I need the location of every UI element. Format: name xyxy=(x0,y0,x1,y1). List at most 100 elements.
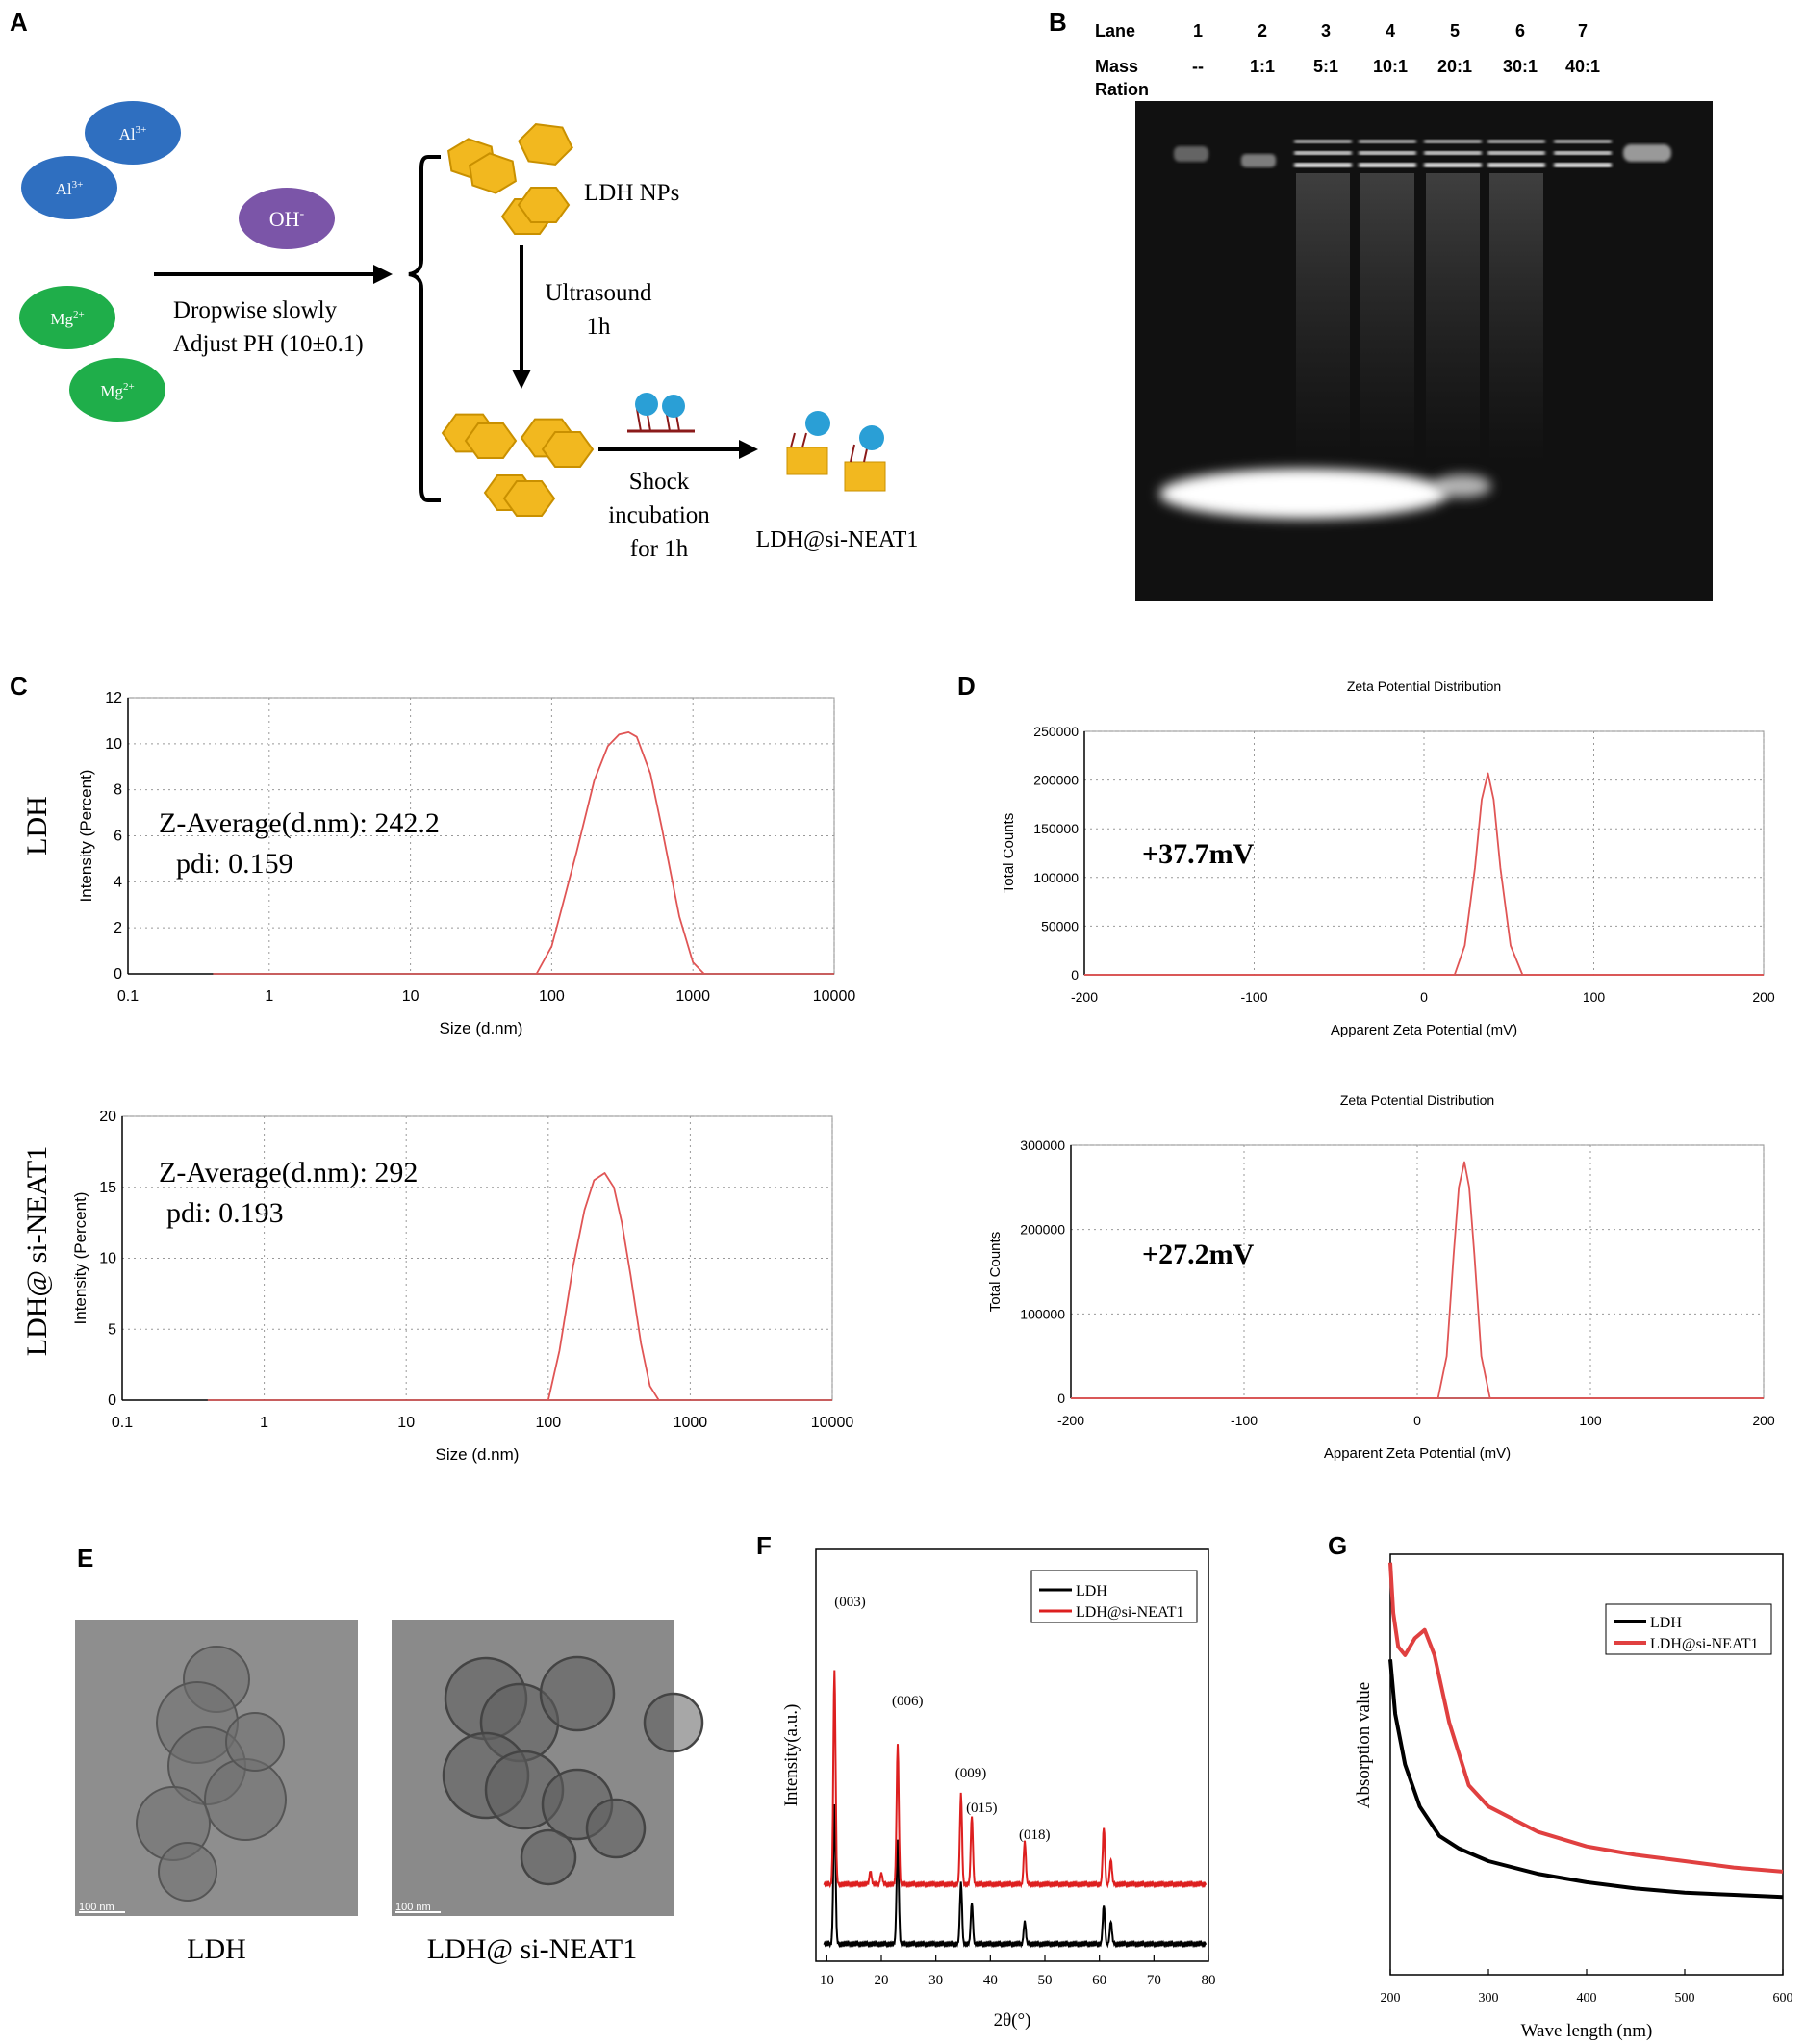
shock-text-1: Shock xyxy=(629,469,690,495)
legend-box xyxy=(1605,1603,1772,1655)
mg-ion-2 xyxy=(69,358,165,422)
lane-ratio: 20:1 xyxy=(1437,57,1472,76)
y-tick-label: 250000 xyxy=(1033,724,1079,739)
x-axis-label: Size (d.nm) xyxy=(436,1445,520,1464)
gel-smear xyxy=(1426,173,1480,462)
x-tick-label: 0 xyxy=(1413,1413,1421,1428)
d-top-annot: +37.7mV xyxy=(1142,838,1255,870)
x-tick-label: 200 xyxy=(1381,1991,1401,2006)
step1-text-2: Adjust PH (10±0.1) xyxy=(173,331,364,357)
gel-well xyxy=(1174,146,1208,162)
x-tick-label: 400 xyxy=(1577,1991,1597,2006)
panel-letter-g: G xyxy=(1328,1531,1347,1560)
lane-number: 6 xyxy=(1515,21,1525,40)
lane-number: 2 xyxy=(1258,21,1267,40)
y-axis-label: Total Counts xyxy=(1001,813,1017,893)
series-line xyxy=(535,731,705,975)
bracket xyxy=(408,155,441,502)
ldh-hexagon xyxy=(518,123,573,166)
y-axis-label: Total Counts xyxy=(987,1232,1004,1312)
gel-band xyxy=(1487,140,1545,143)
panel-d: D -200 -100 0 100 20005000010000015000020000… xyxy=(957,672,1775,1462)
y-axis-label: Absorption value xyxy=(1354,1682,1374,1808)
x-tick-label: 100 xyxy=(539,988,565,1005)
y-tick-label: 2 xyxy=(114,920,122,936)
panel-letter-c: C xyxy=(10,672,28,701)
tem-particles-ldh-sirna xyxy=(442,1655,704,1886)
x-axis-label: Wave length (nm) xyxy=(1521,2021,1653,2041)
ultrasound-text-2: 1h xyxy=(587,314,612,340)
c-side-label-top: LDH xyxy=(21,796,53,856)
lane-number: 5 xyxy=(1450,21,1460,40)
gel-band xyxy=(1424,163,1482,167)
x-tick-label: 10 xyxy=(397,1415,415,1431)
y-tick-label: 100000 xyxy=(1020,1306,1065,1321)
uv-series-0 xyxy=(1388,1659,1784,1900)
gel-smear xyxy=(1296,173,1350,462)
oh-ion-label: OH- xyxy=(269,207,305,231)
free-sirna-band xyxy=(1159,469,1448,519)
al-ion-1-label: Al3+ xyxy=(119,124,147,143)
x-tick-label: 20 xyxy=(875,1973,889,1988)
gel-band xyxy=(1554,163,1612,167)
lane-number: 7 xyxy=(1578,21,1588,40)
y-tick-label: 10 xyxy=(105,736,122,753)
y-tick-label: 200000 xyxy=(1033,773,1079,788)
gel-band xyxy=(1359,151,1416,155)
x-tick-label: 1 xyxy=(260,1415,268,1431)
x-axis-label: 2θ(°) xyxy=(994,2010,1031,2031)
x-tick-label: 1 xyxy=(265,988,273,1005)
c-top-annot-1: Z-Average(d.nm): 242.2 xyxy=(159,807,440,839)
step1-text-1: Dropwise slowly xyxy=(173,297,338,323)
chart-c-bottom: 0.1 1 10 100 1000 10000 0 5 10 15 20 Size (d.nm) Int… xyxy=(71,1109,853,1464)
ldh-hexagon xyxy=(517,187,571,223)
lane-numbers: 1 2 3 4 5 6 7 -- 1:1 5:1 10:1 20:1 30:1 40:1 xyxy=(1192,21,1600,76)
reaction-arrow-head xyxy=(373,265,393,284)
x-tick-label: 10 xyxy=(402,988,419,1005)
gel-band xyxy=(1487,163,1545,167)
y-tick-label: 300000 xyxy=(1020,1137,1065,1153)
y-axis-label: Intensity (Percent) xyxy=(77,770,95,903)
panel-letter-a: A xyxy=(10,8,28,37)
y-tick-label: 0 xyxy=(114,966,122,983)
series-line xyxy=(1071,1161,1764,1399)
y-tick-label: 8 xyxy=(114,782,122,799)
y-tick-label: 50000 xyxy=(1041,918,1079,933)
x-tick-label: 300 xyxy=(1479,1991,1499,2006)
x-tick-label: 1000 xyxy=(675,988,710,1005)
uv-series-1 xyxy=(1388,1562,1784,1874)
x-tick-label: -100 xyxy=(1240,989,1267,1005)
ldh-hexagon xyxy=(464,422,518,459)
x-axis-label: Apparent Zeta Potential (mV) xyxy=(1331,1022,1517,1038)
lane-number: 3 xyxy=(1321,21,1331,40)
y-tick-label: 0 xyxy=(1057,1391,1065,1406)
x-tick-label: 100 xyxy=(535,1415,561,1431)
panel-g: G 200 300 400 500 600 Wave length (nm) Absorpt… xyxy=(1328,1531,1793,2041)
panel-letter-b: B xyxy=(1049,8,1067,37)
panel-f: F 10 20 30 40 50 60 70 80 2θ(°) Intensity(a.u.) (0… xyxy=(756,1531,1216,2031)
series-line xyxy=(547,1172,660,1401)
ldh-nps-label: LDH NPs xyxy=(584,180,679,206)
tem-caption-ldh-sirna: LDH@ si-NEAT1 xyxy=(427,1933,637,1965)
x-tick-label: -200 xyxy=(1057,1413,1084,1428)
gel-band xyxy=(1241,154,1276,167)
mg-ion-1-label: Mg2+ xyxy=(50,309,84,328)
y-tick-label: 12 xyxy=(105,690,122,706)
c-side-label-bottom: LDH@ si-NEAT1 xyxy=(21,1146,53,1356)
chart-f: 10 20 30 40 50 60 70 80 2θ(°) Intensity(a.u.) (003… xyxy=(781,1548,1216,2031)
ldh-hexagon xyxy=(469,152,517,194)
y-axis-label: Intensity (Percent) xyxy=(71,1192,89,1325)
x-tick-label: 10 xyxy=(820,1973,834,1988)
product-icon xyxy=(786,411,886,492)
y-tick-label: 15 xyxy=(99,1180,116,1196)
y-tick-label: 4 xyxy=(114,874,122,890)
gel-band xyxy=(1294,163,1352,167)
ldh-hexagon xyxy=(502,480,556,517)
chart-d-top: -200 -100 0 100 200 0 50000 100000 150000 200000 2… xyxy=(1001,678,1775,1038)
y-tick-label: 0 xyxy=(108,1392,116,1409)
y-tick-label: 100000 xyxy=(1033,870,1079,885)
y-tick-label: 10 xyxy=(99,1251,116,1267)
x-tick-label: 200 xyxy=(1752,989,1775,1005)
gel-well xyxy=(1623,144,1671,162)
x-tick-label: 0 xyxy=(1420,989,1428,1005)
